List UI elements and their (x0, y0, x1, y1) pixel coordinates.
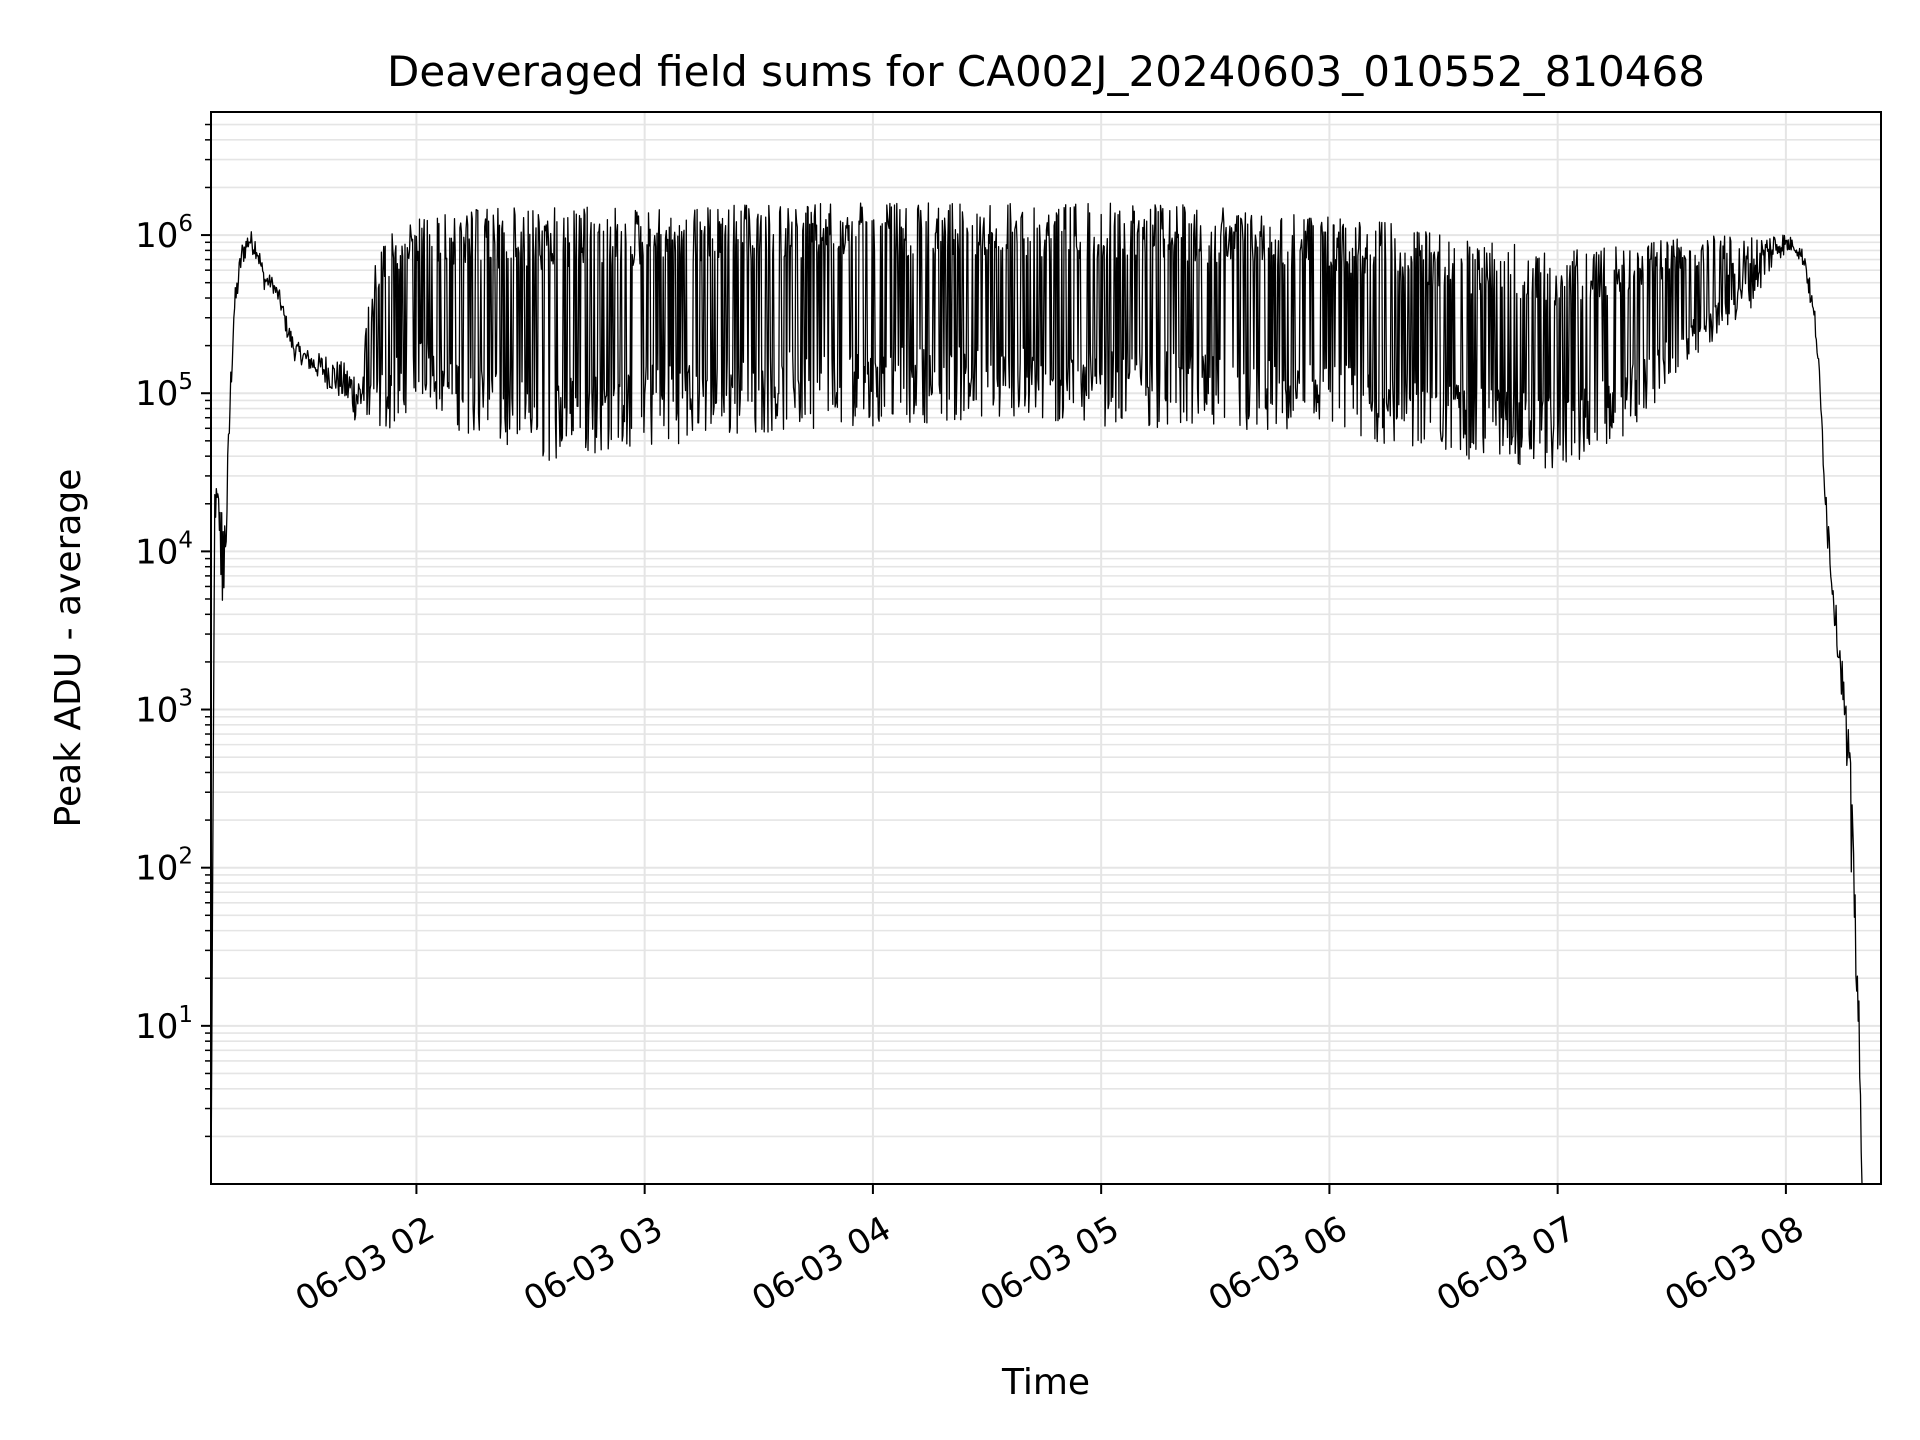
y-axis-label: Peak ADU - average (48, 469, 89, 828)
y-tick-label: 105 (135, 369, 193, 414)
y-tick-label: 106 (135, 211, 193, 256)
series-line (210, 202, 1866, 1185)
plot-frame (210, 111, 1882, 1185)
y-axis: 101 102 103 104 105 106 (135, 123, 211, 1138)
chart-title: Deaveraged field sums for CA002J_2024060… (387, 47, 1705, 96)
series-layer (210, 202, 1866, 1185)
y-tick-label: 101 (135, 1002, 193, 1047)
y-tick-label: 102 (135, 844, 193, 889)
grid-lines (211, 112, 1881, 1184)
y-tick-label: 104 (135, 527, 193, 572)
y-tick-label: 103 (135, 686, 193, 731)
x-axis-label: Time (1001, 1362, 1090, 1403)
